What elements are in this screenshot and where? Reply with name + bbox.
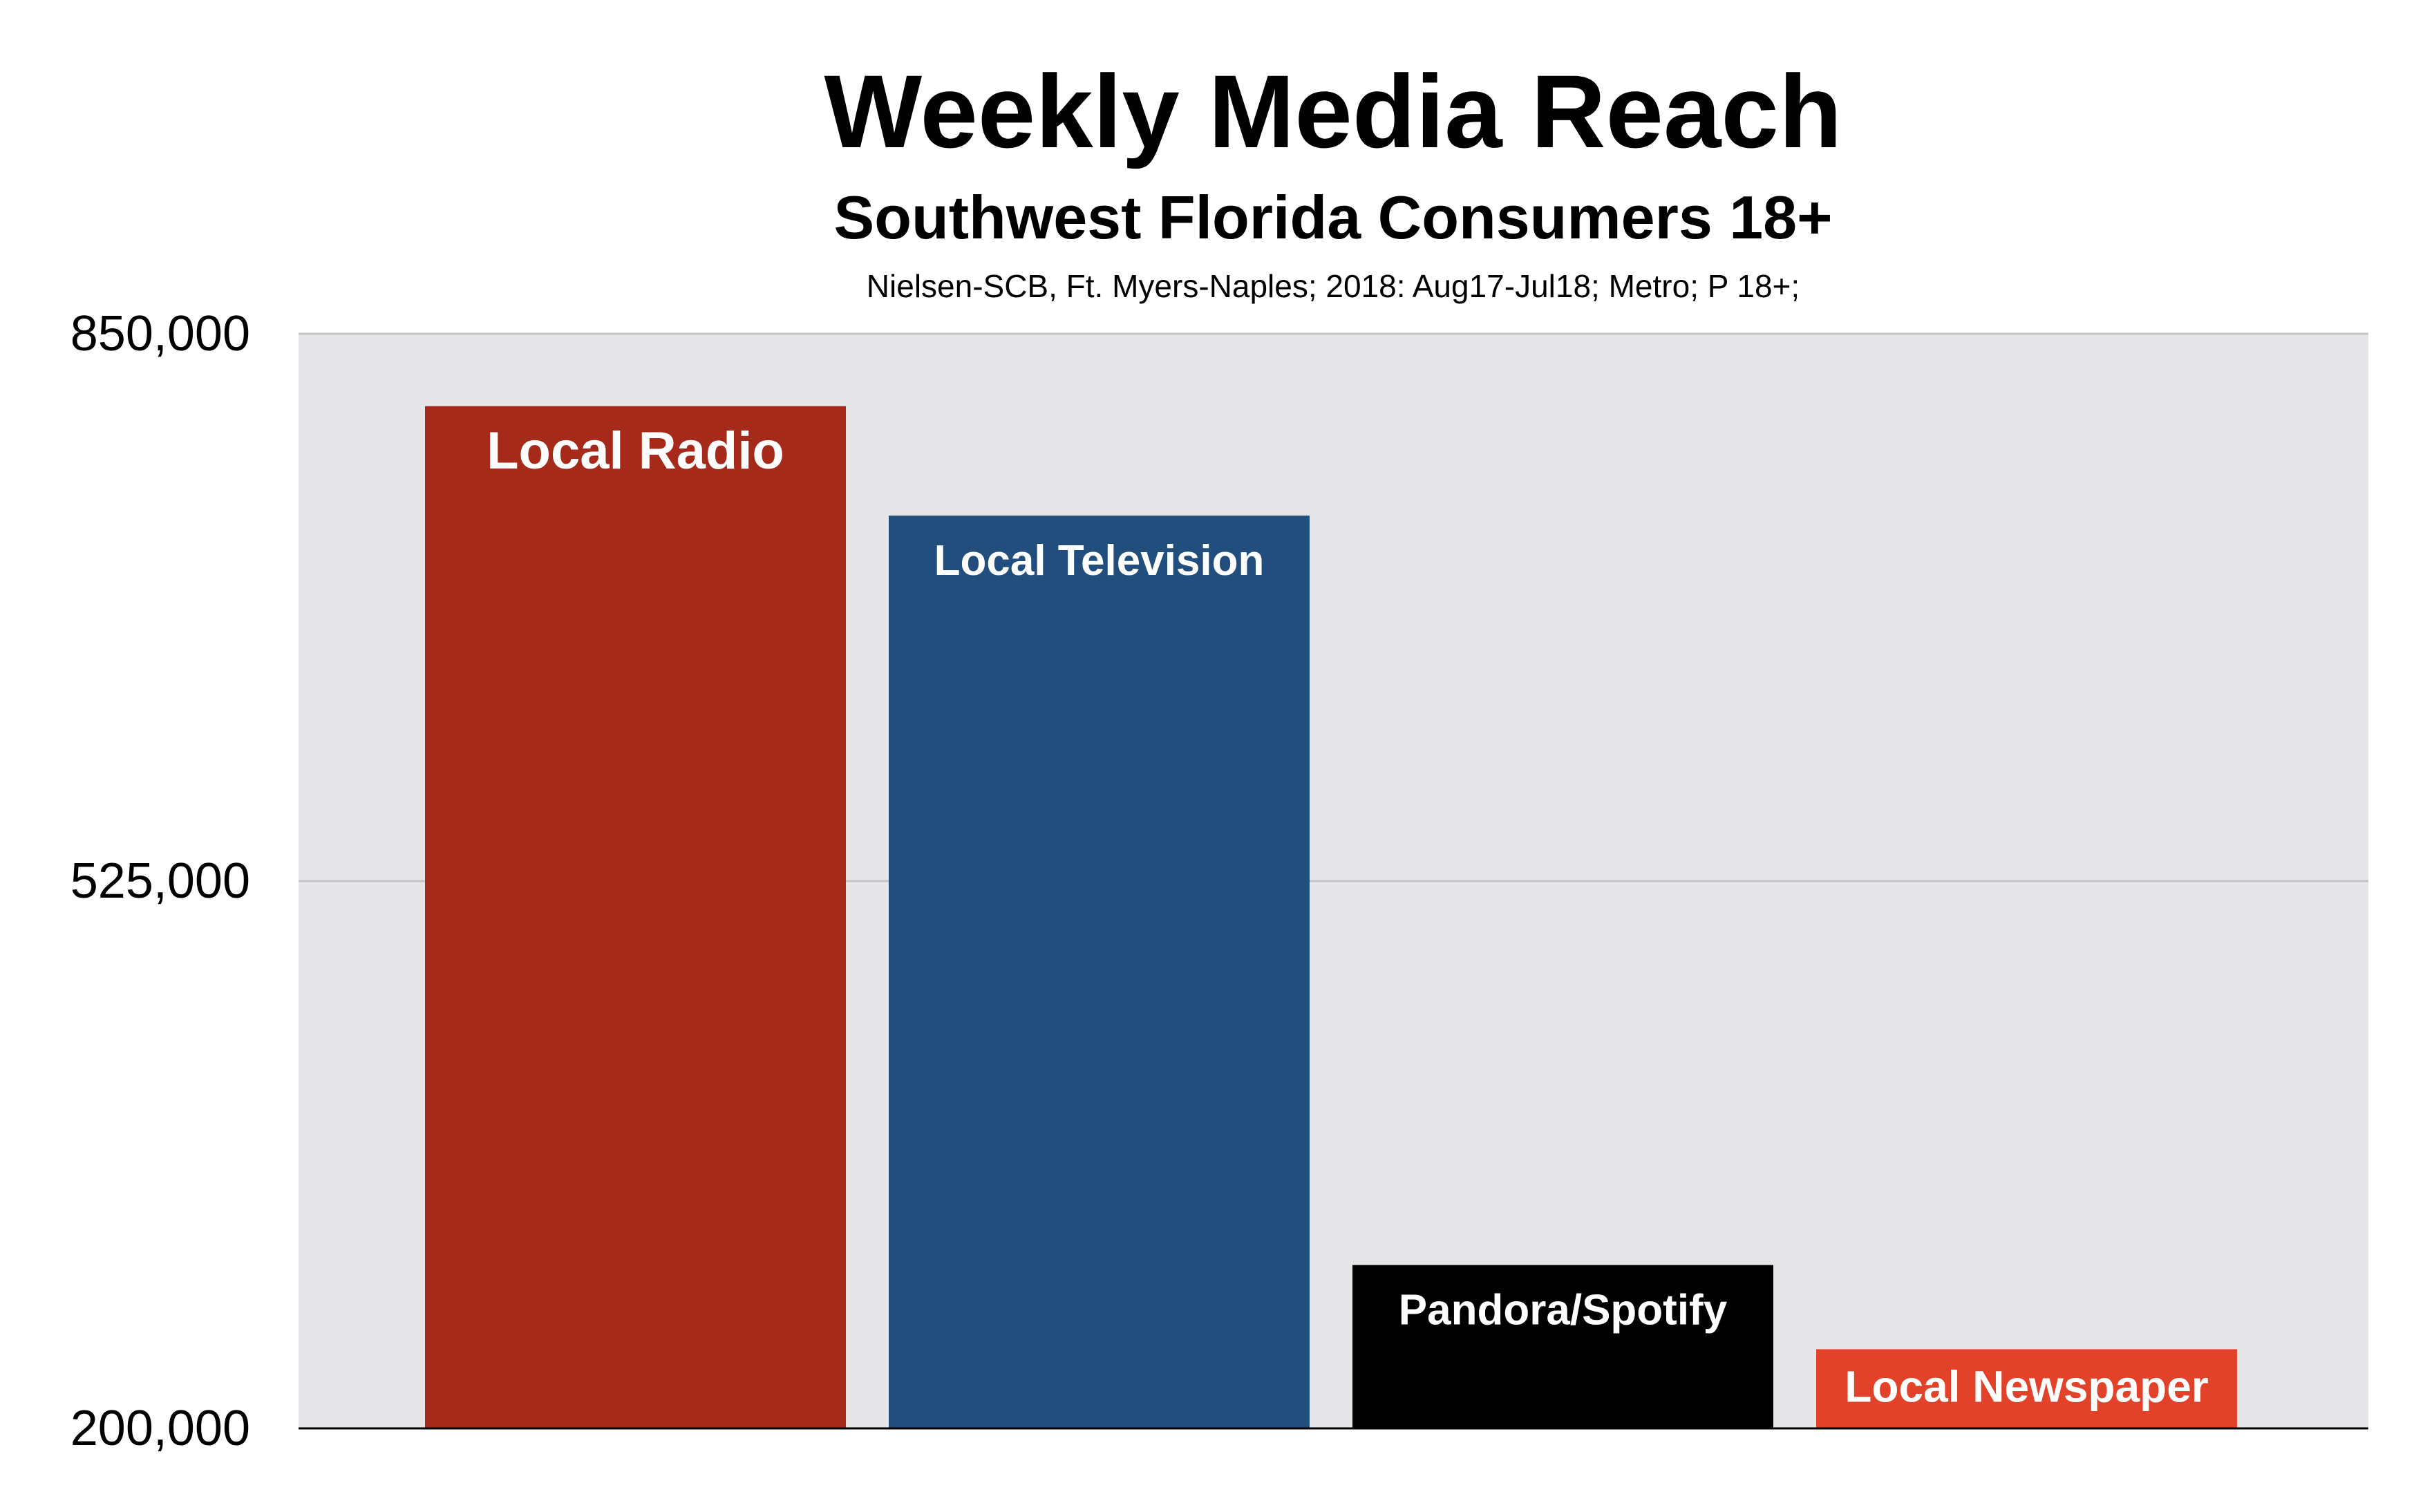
- bar-label: Local Newspaper: [1845, 1361, 2208, 1411]
- bars-layer: [425, 406, 2237, 1428]
- labels-layer: Local Radio Local Television Pandora/Spoti…: [487, 422, 2209, 1412]
- y-tick-label: 525,000: [70, 853, 250, 909]
- chart-title: Weekly Media Reach: [824, 53, 1842, 169]
- bar-local-newspaper: [1816, 1349, 2237, 1428]
- ticks-layer: 200,000 525,000 850,000: [70, 306, 250, 1456]
- bar-local-radio: [425, 406, 846, 1428]
- y-tick-label: 850,000: [70, 306, 250, 361]
- chart-subtitle: Southwest Florida Consumers 18+: [834, 183, 1833, 252]
- bar-pandora-spotify: [1352, 1265, 1773, 1428]
- bar-label: Pandora/Spotify: [1399, 1287, 1728, 1334]
- bar-local-television: [889, 516, 1310, 1428]
- bar-label: Local Radio: [487, 422, 784, 480]
- y-tick-label: 200,000: [70, 1401, 250, 1456]
- bar-label: Local Television: [934, 537, 1265, 585]
- chart-source: Nielsen-SCB, Ft. Myers-Naples; 2018: Aug…: [867, 268, 1800, 304]
